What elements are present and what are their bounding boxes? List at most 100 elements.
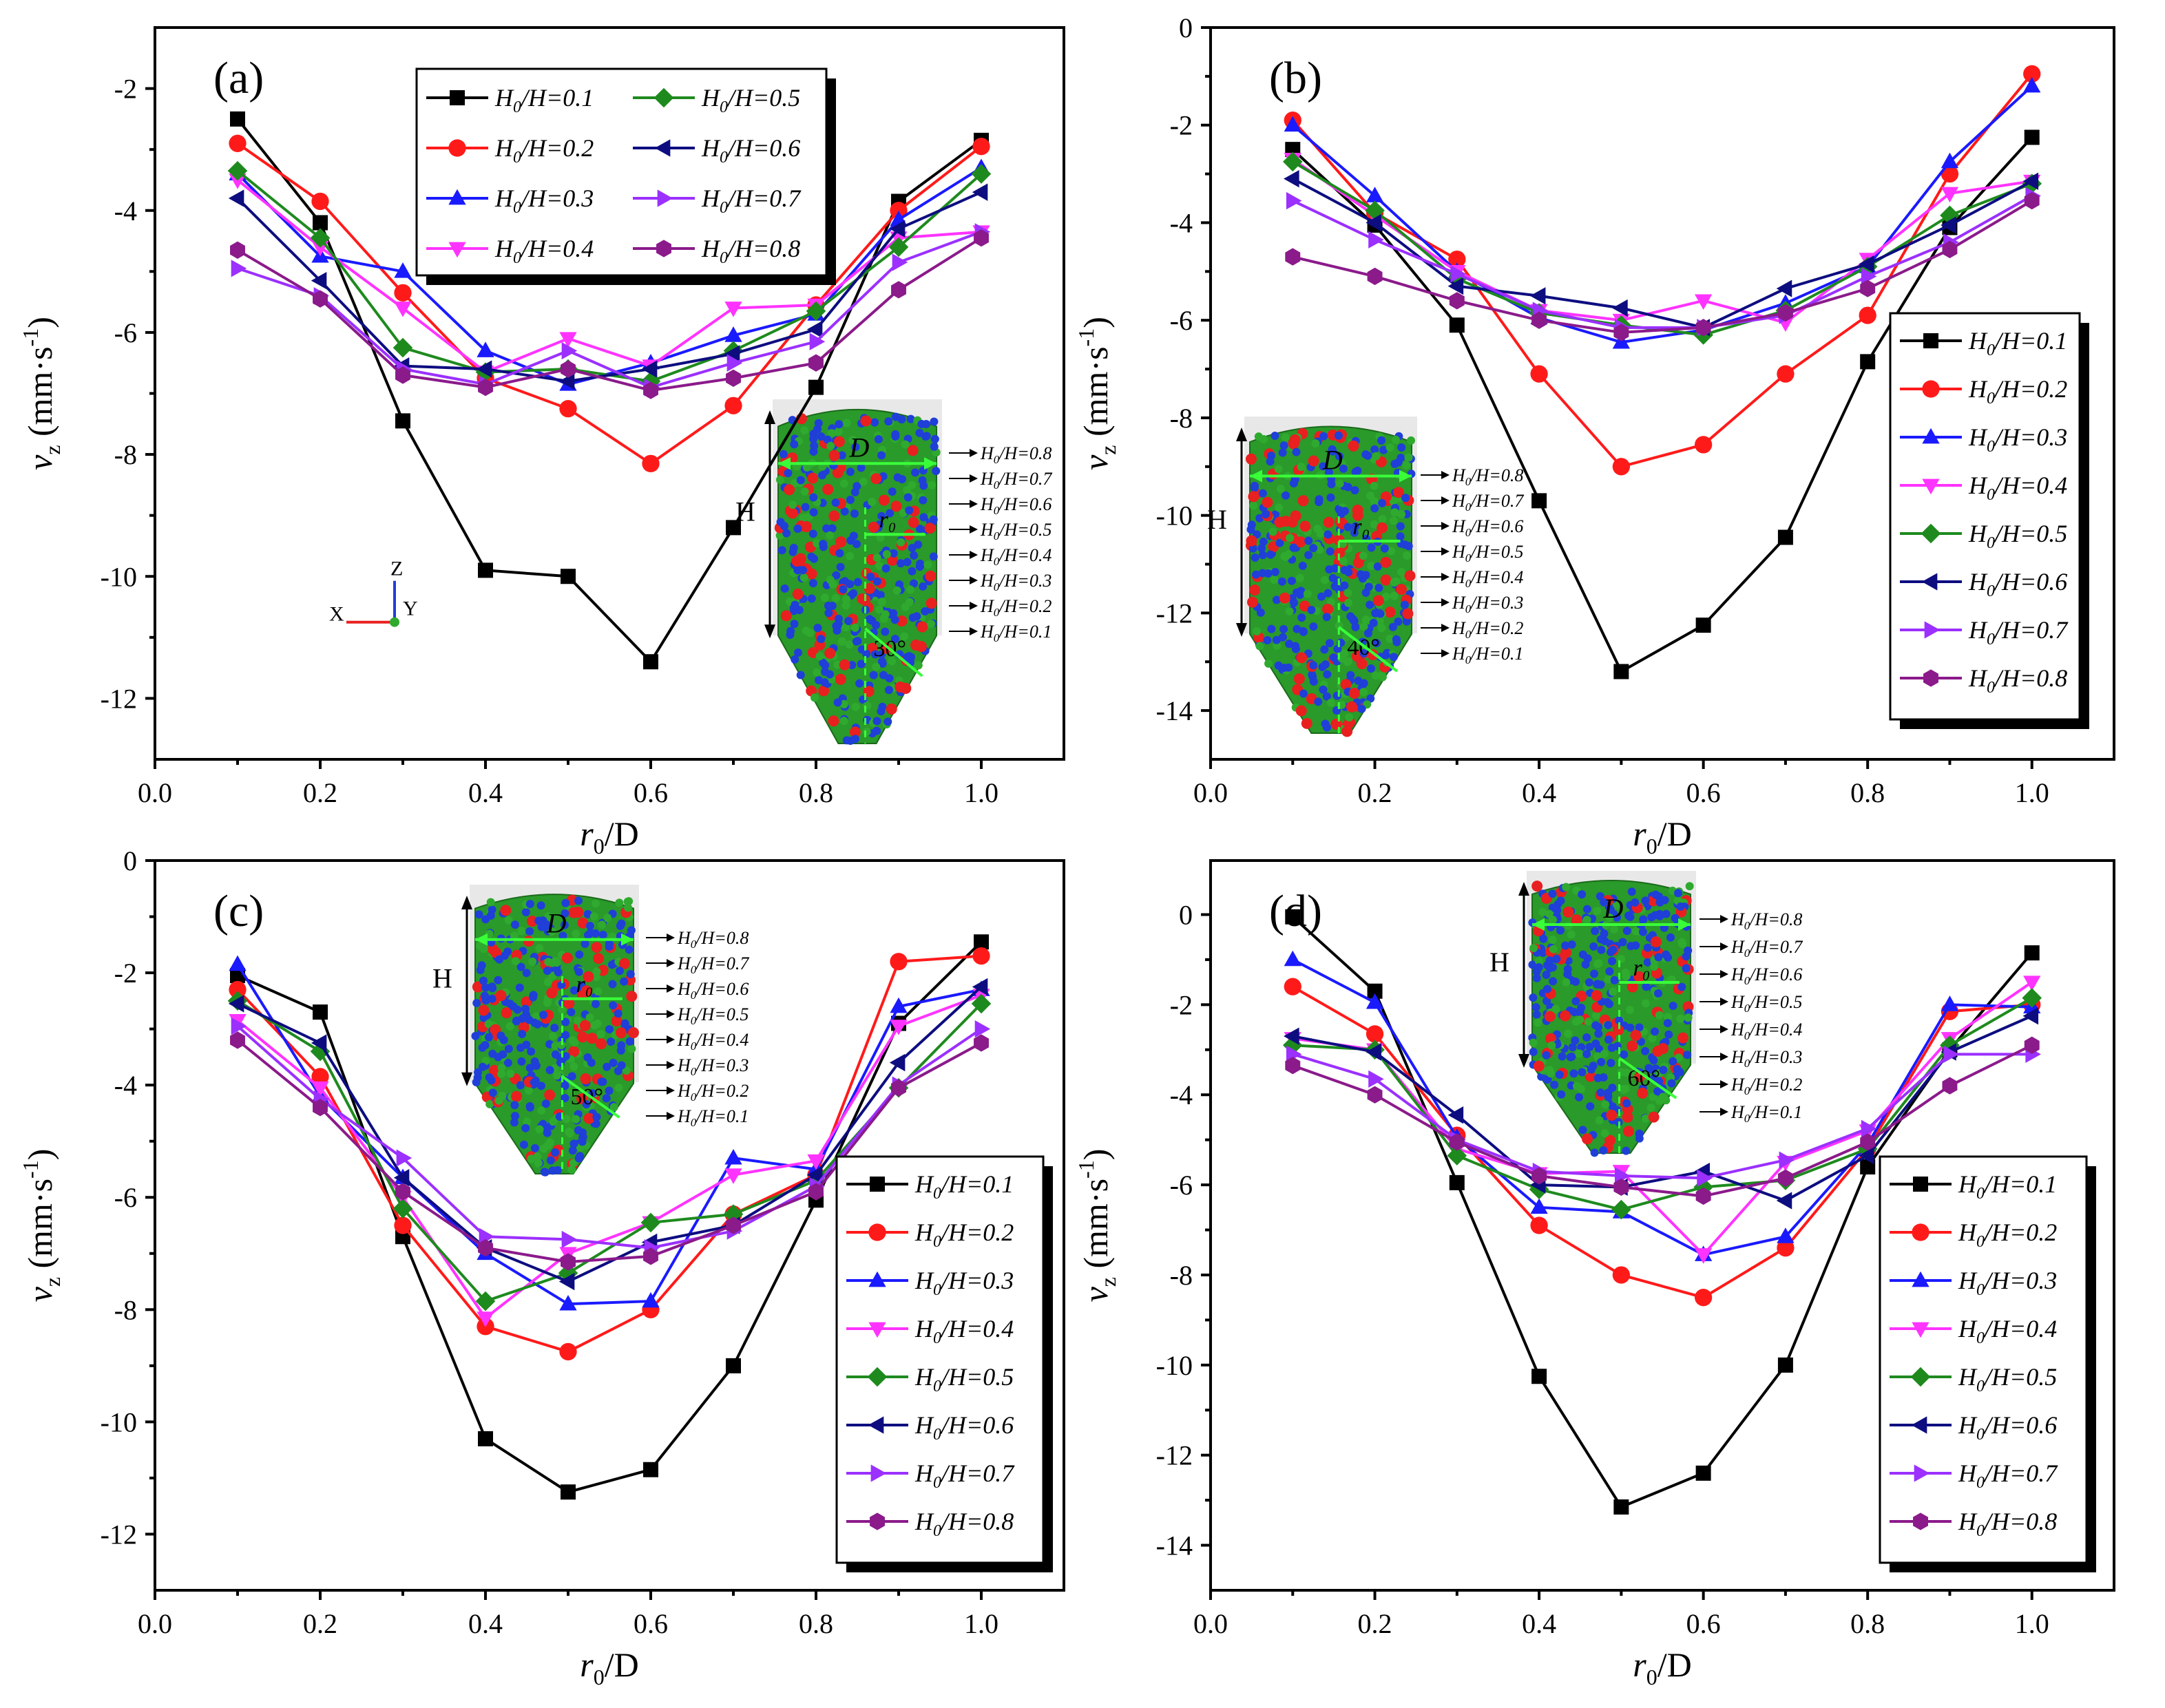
data-point: [891, 1079, 906, 1097]
data-point: [313, 1099, 328, 1117]
data-point: [2023, 76, 2041, 93]
arrow-head: [1399, 470, 1412, 483]
data-point: [974, 229, 989, 247]
data-point: [1612, 299, 1628, 317]
inset-tag-text: H0/H=0.8: [980, 443, 1052, 466]
arrow-head: [970, 551, 978, 559]
inset-level-tag: H0/H=0.3: [1421, 593, 1523, 615]
data-point: [1694, 294, 1713, 310]
arrow-head: [970, 449, 978, 457]
data-point: [559, 332, 577, 348]
legend: H0/H=0.1 H0/H=0.2 H0/H=0.3 H0/H=0.4 H0/H=0.5…: [1889, 312, 2089, 729]
data-point: [1366, 187, 1384, 202]
data-point: [1613, 664, 1629, 679]
inset-level-tag: H0/H=0.6: [1421, 516, 1523, 539]
legend-label: H0/H=0.3: [1958, 1267, 2057, 1299]
diameter-label: D: [1603, 893, 1624, 924]
legend-marker: [448, 189, 466, 205]
inset-tag-text: H0/H=0.7: [1452, 491, 1524, 514]
data-point: [1695, 1465, 1711, 1481]
data-point: [230, 111, 245, 127]
data-point: [1449, 1174, 1465, 1190]
data-point: [559, 399, 577, 418]
data-point: [1447, 1106, 1464, 1124]
inset-level-tag: H0/H=0.6: [646, 979, 749, 1002]
legend-item-0.8: H0/H=0.8: [1900, 664, 2067, 697]
data-point: [1943, 1045, 1959, 1064]
data-point: [561, 341, 578, 360]
data-point: [1285, 909, 1301, 925]
legend-label: H0/H=0.2: [1968, 375, 2067, 408]
legend-item-0.8: H0/H=0.8: [846, 1508, 1014, 1540]
data-point: [1284, 116, 1301, 132]
data-point: [1695, 319, 1711, 337]
data-point: [1529, 287, 1546, 305]
legend-box: [835, 1155, 1045, 1564]
silo-inset: HDr₀30°H0/H=0.8H0/H=0.7H0/H=0.6H0/H=0.5H…: [735, 399, 1052, 746]
y-tick-label: -2: [114, 958, 137, 989]
legend-marker: [1922, 428, 1940, 444]
data-point: [1861, 267, 1877, 286]
data-point: [394, 284, 412, 302]
data-point: [311, 192, 329, 211]
series-line: [1292, 177, 2033, 329]
data-point: [1613, 324, 1629, 341]
x-tick-label: 1.0: [2015, 777, 2049, 808]
y-axis-title: vz (mm·s-1): [18, 317, 65, 470]
series-line: [236, 142, 983, 465]
y-tick-label: 0: [1179, 12, 1193, 43]
legend-label: H0/H=0.8: [1958, 1508, 2057, 1540]
y-tick-label: -12: [101, 1519, 137, 1550]
data-point: [1284, 1027, 1299, 1045]
data-point: [806, 1166, 823, 1184]
inset-tag-text: H0/H=0.5: [677, 1004, 749, 1027]
y-tick-label: 0: [1179, 900, 1193, 931]
legend-marker: [868, 1223, 886, 1241]
data-point: [889, 220, 906, 238]
data-point: [1695, 618, 1711, 633]
radius-label: r₀: [576, 972, 594, 998]
x-tick-label: 0.0: [138, 777, 172, 808]
data-point: [807, 1154, 825, 1170]
data-point: [1776, 1192, 1792, 1210]
data-point: [642, 454, 660, 473]
x-tick-label: 1.0: [964, 777, 998, 808]
data-point: [1611, 1199, 1631, 1220]
legend-label: H0/H=0.7: [701, 184, 802, 217]
series-line: [237, 985, 983, 1283]
data-point: [1530, 1198, 1548, 1214]
data-point: [1941, 187, 1959, 203]
arrow-head: [621, 933, 634, 946]
x-tick-label: 0.2: [303, 777, 337, 808]
data-point: [230, 241, 245, 259]
inset-tag-text: H0/H=0.8: [1730, 909, 1802, 932]
legend-marker: [1923, 669, 1938, 687]
data-point: [2024, 191, 2040, 210]
data-point: [1941, 216, 1956, 234]
inset-tag-text: H0/H=0.6: [1730, 964, 1802, 987]
data-point: [230, 1031, 245, 1049]
series-0.8: [1285, 1036, 2040, 1205]
triad-y-axis: [390, 617, 399, 627]
legend-item-0.6: H0/H=0.6: [1890, 1411, 2057, 1444]
data-point: [890, 1020, 908, 1035]
radius-label: r₀: [879, 507, 897, 533]
series-line: [1292, 1014, 2033, 1203]
x-tick-label: 1.0: [964, 1608, 998, 1639]
particles: [774, 412, 941, 746]
data-point: [972, 138, 990, 156]
height-label: H: [1489, 947, 1509, 978]
legend-label: H0/H=0.2: [494, 134, 594, 167]
data-point: [809, 333, 826, 350]
data-point: [1941, 995, 1959, 1011]
legend-marker: [1911, 1416, 1927, 1434]
legend-marker: [1921, 523, 1941, 544]
x-tick-label: 1.0: [2015, 1608, 2049, 1639]
legend-item-0.4: H0/H=0.4: [1900, 472, 2067, 504]
data-point: [478, 1431, 493, 1446]
legend-marker: [1913, 1177, 1928, 1192]
data-point: [1860, 354, 1876, 370]
legend-item-0.3: H0/H=0.3: [1900, 423, 2067, 456]
data-point: [476, 360, 492, 378]
